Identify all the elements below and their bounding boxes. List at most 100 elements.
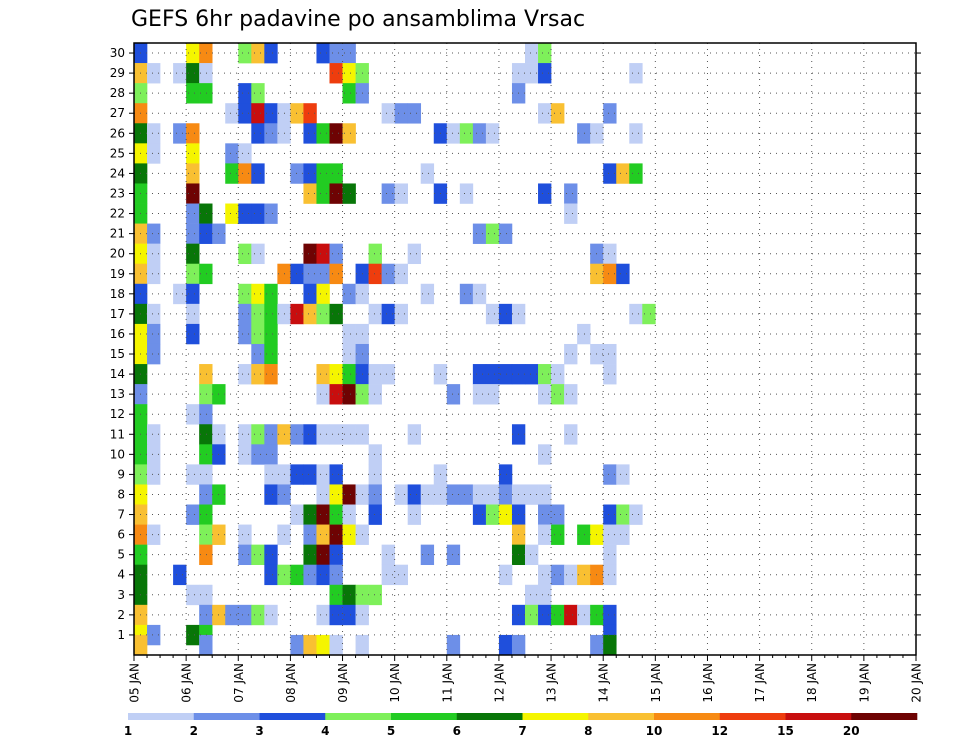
precip-cell bbox=[303, 283, 317, 305]
precip-cell bbox=[316, 283, 330, 305]
precip-cell bbox=[251, 544, 265, 566]
precip-cell bbox=[238, 83, 252, 104]
precip-cell bbox=[251, 123, 265, 144]
precip-cell bbox=[329, 364, 343, 385]
precip-cell bbox=[264, 544, 278, 566]
precip-cell bbox=[329, 263, 343, 285]
precip-cell bbox=[173, 283, 187, 305]
precip-cell bbox=[238, 524, 252, 545]
precip-cell bbox=[316, 484, 330, 505]
precip-cell bbox=[199, 604, 213, 626]
precip-cell bbox=[603, 263, 617, 285]
precip-cell bbox=[485, 364, 500, 385]
precip-cell bbox=[616, 504, 630, 525]
precip-cell bbox=[629, 504, 643, 525]
y-tick-label: 13 bbox=[110, 387, 125, 401]
colorbar-swatch bbox=[456, 713, 523, 720]
precip-cell bbox=[329, 123, 343, 144]
colorbar-label: 10 bbox=[646, 724, 663, 738]
precip-cell bbox=[329, 544, 343, 566]
precip-cell bbox=[525, 604, 539, 626]
precip-cell bbox=[368, 243, 382, 265]
precip-cell bbox=[551, 364, 565, 385]
precip-cell bbox=[290, 103, 304, 124]
precip-cell bbox=[316, 634, 330, 656]
precip-cell bbox=[368, 584, 382, 606]
precip-cell bbox=[238, 143, 252, 164]
precip-cell bbox=[446, 123, 461, 144]
precip-cell bbox=[303, 163, 317, 184]
precip-cell bbox=[147, 63, 161, 84]
x-tick-label: 19 JAN bbox=[857, 663, 871, 703]
colorbar-swatch bbox=[259, 713, 326, 720]
precip-cell bbox=[264, 323, 278, 345]
precip-cell bbox=[381, 364, 395, 385]
precip-cell bbox=[538, 384, 552, 405]
precip-cell bbox=[329, 163, 343, 184]
precip-cell bbox=[186, 624, 200, 646]
precip-cell bbox=[199, 464, 213, 485]
precip-cell bbox=[329, 464, 343, 485]
precip-cell bbox=[525, 544, 539, 566]
y-tick-label: 6 bbox=[117, 528, 125, 542]
precip-cell bbox=[564, 183, 578, 204]
precip-cell bbox=[251, 444, 265, 465]
colorbar-label: 3 bbox=[255, 724, 263, 738]
precip-cell bbox=[381, 183, 395, 204]
precip-cell bbox=[303, 303, 317, 325]
x-axis-ticks: 05 JAN 06 JAN 07 JAN 08 JAN 09 JAN 10 JAN 11 J… bbox=[128, 655, 924, 703]
precip-cell bbox=[186, 143, 200, 164]
precip-cell bbox=[264, 424, 278, 445]
precip-cell bbox=[342, 183, 356, 204]
y-tick-label: 17 bbox=[110, 307, 125, 321]
precip-cell bbox=[186, 163, 200, 184]
y-tick-label: 16 bbox=[110, 327, 125, 341]
precip-cell bbox=[485, 384, 500, 405]
precip-cell bbox=[577, 123, 591, 144]
y-tick-label: 18 bbox=[110, 287, 125, 301]
precip-cell bbox=[642, 303, 656, 325]
precip-cell bbox=[264, 604, 278, 626]
precip-cell bbox=[381, 544, 395, 566]
precip-cell bbox=[316, 243, 330, 265]
precip-cell bbox=[199, 484, 213, 505]
precip-cell bbox=[199, 384, 213, 405]
precip-cell bbox=[342, 83, 356, 104]
precip-cell bbox=[629, 123, 643, 144]
precip-cell bbox=[538, 504, 552, 525]
precip-cell bbox=[368, 504, 382, 525]
colorbar-swatch bbox=[588, 713, 655, 720]
precip-cell bbox=[603, 243, 617, 265]
precip-cell bbox=[147, 143, 161, 164]
precip-cell bbox=[199, 544, 213, 566]
precip-cell bbox=[186, 323, 200, 345]
y-tick-label: 27 bbox=[110, 106, 125, 120]
precip-cell bbox=[603, 634, 617, 656]
precip-cell bbox=[368, 303, 382, 325]
y-tick-label: 28 bbox=[110, 86, 125, 100]
colorbar-swatch bbox=[522, 713, 589, 720]
precip-cell bbox=[147, 343, 161, 365]
colorbar-swatch bbox=[128, 713, 195, 720]
precip-cell bbox=[303, 504, 317, 525]
grid-lines bbox=[133, 43, 917, 655]
precip-cell bbox=[472, 223, 487, 244]
y-tick-label: 30 bbox=[110, 46, 125, 60]
precip-cell bbox=[407, 424, 422, 445]
colorbar-label: 12 bbox=[711, 724, 728, 738]
precip-cell bbox=[290, 564, 304, 586]
y-tick-label: 15 bbox=[110, 347, 125, 361]
precip-cell bbox=[511, 634, 526, 656]
precip-cell bbox=[616, 524, 630, 545]
precip-cell bbox=[564, 384, 578, 405]
precip-cell bbox=[251, 103, 265, 124]
precip-cell bbox=[342, 43, 356, 64]
precip-cell bbox=[551, 524, 565, 545]
colorbar: 1 2 3 4 5 6 7 8 10 12 15 20 bbox=[124, 713, 918, 738]
precip-cell bbox=[329, 63, 343, 84]
precip-cell bbox=[616, 263, 630, 285]
precip-cell bbox=[264, 343, 278, 365]
precip-cell bbox=[564, 343, 578, 365]
precip-cell bbox=[199, 43, 213, 64]
